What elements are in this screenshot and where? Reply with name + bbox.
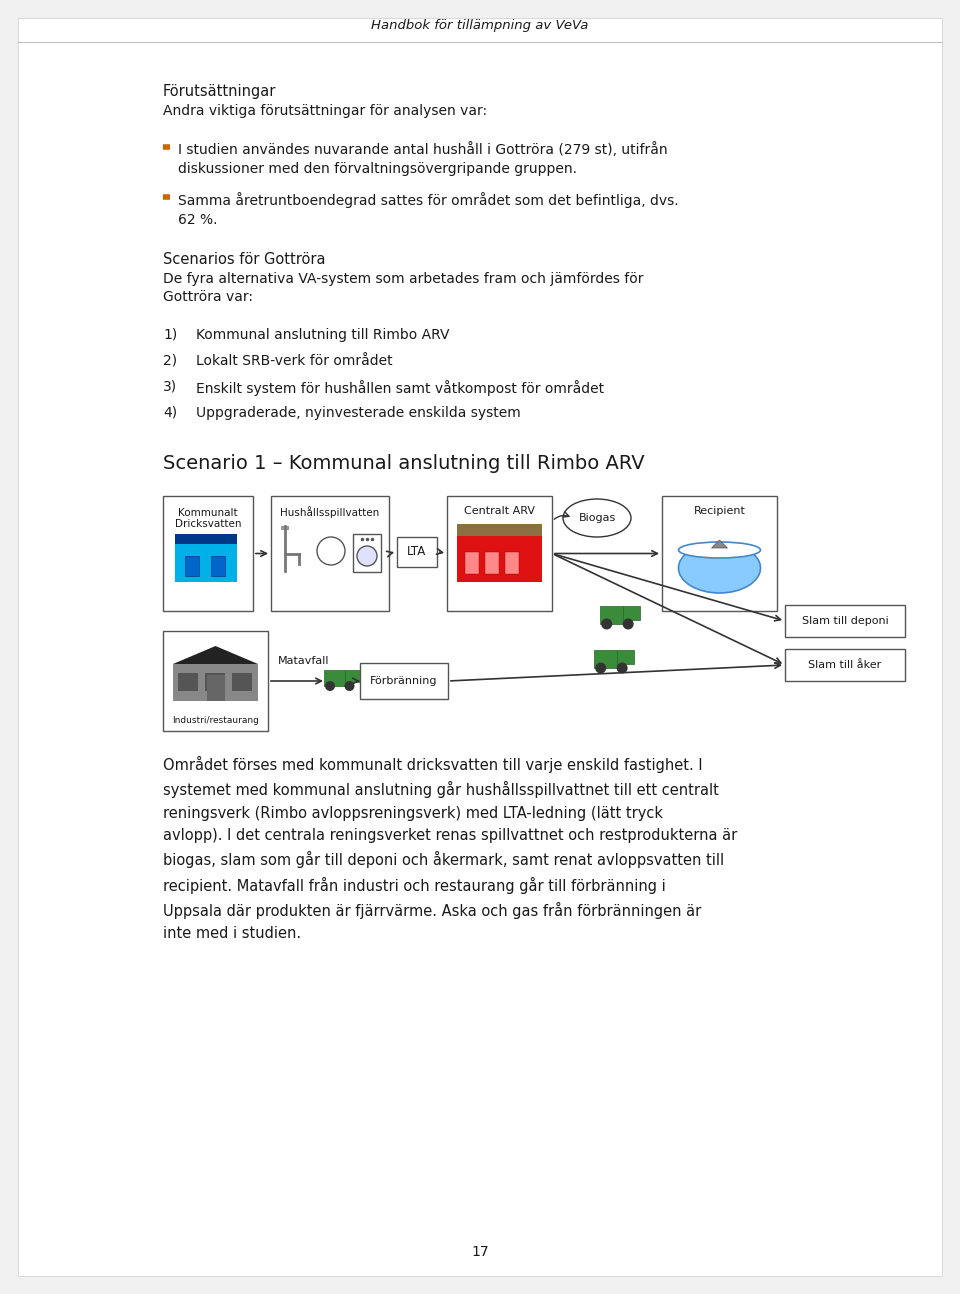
- FancyBboxPatch shape: [594, 651, 617, 668]
- Circle shape: [325, 681, 335, 691]
- FancyBboxPatch shape: [360, 663, 448, 699]
- Text: Andra viktiga förutsättningar för analysen var:: Andra viktiga förutsättningar för analys…: [163, 104, 487, 118]
- Text: Biogas: Biogas: [578, 512, 615, 523]
- FancyBboxPatch shape: [600, 607, 623, 624]
- FancyBboxPatch shape: [345, 670, 360, 682]
- FancyBboxPatch shape: [785, 606, 905, 637]
- Text: Kommunal anslutning till Rimbo ARV: Kommunal anslutning till Rimbo ARV: [196, 327, 449, 342]
- FancyBboxPatch shape: [485, 553, 499, 575]
- FancyBboxPatch shape: [185, 556, 199, 576]
- Ellipse shape: [679, 543, 760, 593]
- FancyBboxPatch shape: [178, 673, 198, 691]
- FancyBboxPatch shape: [465, 553, 479, 575]
- FancyBboxPatch shape: [163, 631, 268, 731]
- Text: Matavfall: Matavfall: [278, 656, 329, 666]
- Text: Slam till åker: Slam till åker: [808, 660, 881, 670]
- FancyBboxPatch shape: [623, 607, 639, 620]
- Circle shape: [357, 546, 377, 565]
- Text: Industri/restaurang: Industri/restaurang: [172, 716, 259, 725]
- Text: Slam till deponi: Slam till deponi: [802, 616, 888, 626]
- Ellipse shape: [679, 542, 760, 558]
- Circle shape: [623, 619, 634, 629]
- Text: Handbok för tillämpning av VeVa: Handbok för tillämpning av VeVa: [372, 19, 588, 32]
- FancyBboxPatch shape: [785, 650, 905, 681]
- Circle shape: [601, 619, 612, 629]
- Circle shape: [317, 537, 345, 565]
- Circle shape: [616, 663, 628, 673]
- Text: Samma åretruntboendegrad sattes för området som det befintliga, dvs.
62 %.: Samma åretruntboendegrad sattes för områ…: [178, 192, 679, 228]
- FancyBboxPatch shape: [211, 556, 225, 576]
- Polygon shape: [711, 540, 728, 547]
- FancyBboxPatch shape: [205, 673, 225, 691]
- Text: 4): 4): [163, 406, 178, 421]
- Text: Hushållsspillvatten: Hushållsspillvatten: [280, 506, 379, 518]
- FancyBboxPatch shape: [281, 525, 289, 531]
- FancyBboxPatch shape: [447, 496, 552, 611]
- Text: Förutsättningar: Förutsättningar: [163, 84, 276, 100]
- Text: Området förses med kommunalt dricksvatten till varje enskild fastighet. I
system: Området förses med kommunalt dricksvatte…: [163, 756, 737, 941]
- Text: I studien användes nuvarande antal hushåll i Gottröra (279 st), utifrån
diskussi: I studien användes nuvarande antal hushå…: [178, 142, 667, 176]
- FancyBboxPatch shape: [617, 651, 634, 664]
- Text: Recipient: Recipient: [693, 506, 745, 516]
- Text: Scenario 1 – Kommunal anslutning till Rimbo ARV: Scenario 1 – Kommunal anslutning till Ri…: [163, 454, 644, 474]
- FancyBboxPatch shape: [173, 664, 258, 701]
- Ellipse shape: [563, 499, 631, 537]
- FancyBboxPatch shape: [505, 553, 519, 575]
- Text: 17: 17: [471, 1245, 489, 1259]
- Circle shape: [345, 681, 354, 691]
- FancyBboxPatch shape: [18, 18, 942, 1276]
- FancyBboxPatch shape: [175, 534, 237, 543]
- Text: Lokalt SRB-verk för området: Lokalt SRB-verk för området: [196, 355, 393, 367]
- FancyBboxPatch shape: [175, 534, 237, 582]
- FancyBboxPatch shape: [353, 534, 381, 572]
- FancyBboxPatch shape: [397, 537, 437, 567]
- Text: 2): 2): [163, 355, 178, 367]
- Text: Enskilt system för hushållen samt våtkompost för området: Enskilt system för hushållen samt våtkom…: [196, 380, 604, 396]
- FancyBboxPatch shape: [207, 675, 225, 701]
- FancyBboxPatch shape: [271, 496, 389, 611]
- Polygon shape: [173, 646, 258, 664]
- Text: Scenarios för Gottröra: Scenarios för Gottröra: [163, 252, 325, 267]
- Text: De fyra alternativa VA-system som arbetades fram och jämfördes för: De fyra alternativa VA-system som arbeta…: [163, 272, 643, 286]
- Circle shape: [595, 663, 606, 673]
- Text: Centralt ARV: Centralt ARV: [464, 506, 535, 516]
- Text: 1): 1): [163, 327, 178, 342]
- FancyBboxPatch shape: [662, 496, 777, 611]
- Text: Dricksvatten: Dricksvatten: [175, 519, 241, 529]
- Text: 3): 3): [163, 380, 178, 393]
- Text: Uppgraderade, nyinvesterade enskilda system: Uppgraderade, nyinvesterade enskilda sys…: [196, 406, 520, 421]
- FancyBboxPatch shape: [457, 536, 542, 582]
- Text: LTA: LTA: [407, 545, 426, 558]
- FancyBboxPatch shape: [324, 670, 345, 686]
- FancyBboxPatch shape: [163, 496, 253, 611]
- Text: Kommunalt: Kommunalt: [179, 509, 238, 518]
- FancyBboxPatch shape: [457, 524, 542, 536]
- Text: Förbränning: Förbränning: [371, 675, 438, 686]
- FancyBboxPatch shape: [232, 673, 252, 691]
- Text: Gottröra var:: Gottröra var:: [163, 290, 253, 304]
